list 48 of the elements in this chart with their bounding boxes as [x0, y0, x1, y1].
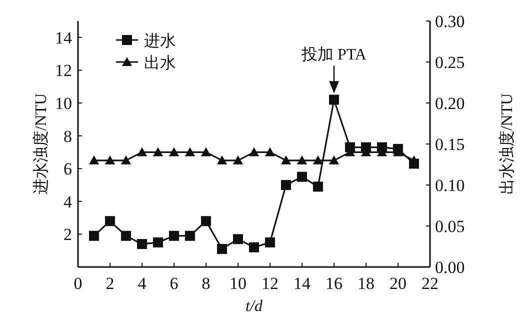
x-tick-label: 2 [106, 274, 114, 293]
y2-tick-label: 0.10 [435, 176, 465, 195]
y2-tick-label: 0.15 [435, 135, 465, 154]
x-axis-title: t/d [246, 298, 264, 315]
point [217, 244, 227, 254]
y-tick-label: 10 [55, 94, 72, 113]
point [121, 230, 131, 241]
point [201, 216, 211, 226]
point [329, 94, 339, 105]
point [169, 230, 179, 241]
y2-tick-label: 0.05 [435, 217, 465, 236]
point [281, 180, 291, 190]
x-tick-label: 20 [390, 274, 406, 293]
x-tick-label: 22 [422, 274, 438, 293]
annotation: 投加 PTA [300, 46, 367, 64]
point [233, 234, 243, 244]
point [313, 182, 323, 192]
y-axis-title: 进水浊度/NTU [32, 92, 50, 195]
y-tick-label: 2 [64, 225, 72, 244]
point [153, 237, 163, 248]
point [185, 230, 195, 241]
y-tick-label: 14 [55, 28, 72, 48]
y-tick-label: 6 [64, 160, 72, 179]
x-tick-label: 12 [262, 274, 278, 293]
x-tick-label: 10 [230, 274, 246, 293]
legend-label: 出水 [144, 54, 176, 72]
x-tick-label: 4 [138, 274, 147, 293]
x-tick-label: 8 [202, 274, 210, 293]
x-tick-label: 14 [294, 274, 311, 293]
point [265, 237, 275, 248]
y-tick-label: 12 [55, 61, 72, 80]
y-tick-label: 4 [64, 192, 72, 212]
point [137, 239, 147, 250]
y-tick-label: 8 [64, 126, 72, 146]
point [249, 242, 259, 252]
x-tick-label: 6 [170, 274, 178, 293]
x-tick-label: 16 [326, 274, 342, 293]
point [297, 172, 307, 182]
y2-tick-label: 0.30 [435, 12, 465, 31]
point [89, 230, 99, 241]
x-tick-label: 0 [74, 274, 82, 293]
point [105, 216, 115, 226]
y2-tick-label: 0.25 [435, 53, 465, 72]
x-tick-label: 18 [358, 274, 374, 293]
legend-label: 进水 [144, 32, 176, 50]
y2-tick-label: 0.20 [435, 94, 465, 113]
y2-tick-label: 0.00 [435, 258, 465, 277]
y2-axis-title: 出水浊度/NTU [498, 92, 516, 195]
